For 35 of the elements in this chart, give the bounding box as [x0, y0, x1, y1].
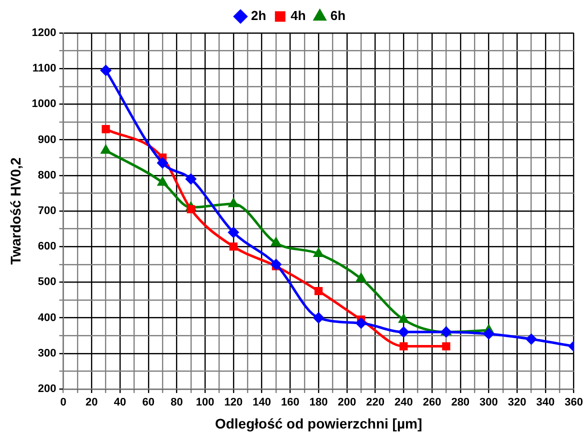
- legend-label: 4h: [290, 8, 306, 24]
- y-tick-label: 1100: [32, 62, 56, 75]
- x-axis-title: Odległość od powierzchni [µm]: [214, 415, 422, 432]
- x-tick-label: 220: [366, 396, 384, 409]
- y-tick-label: 300: [38, 347, 56, 360]
- x-tick-label: 200: [338, 396, 356, 409]
- y-tick-label: 700: [38, 205, 56, 218]
- legend-label: 6h: [330, 8, 346, 24]
- x-tick-label: 180: [309, 396, 328, 409]
- x-tick-label: 260: [422, 396, 442, 409]
- x-tick-label: 280: [451, 396, 470, 409]
- y-tick-label: 500: [38, 276, 56, 288]
- x-tick-label: 320: [508, 396, 526, 409]
- y-tick-label: 1000: [32, 98, 56, 110]
- x-tick-label: 120: [224, 396, 243, 409]
- x-tick-label: 0: [60, 396, 66, 409]
- legend-label: 2h: [250, 8, 266, 24]
- x-tick-label: 20: [86, 396, 98, 409]
- x-tick-label: 40: [114, 396, 126, 409]
- y-tick-label: 800: [38, 169, 56, 182]
- y-tick-label: 600: [38, 240, 56, 253]
- x-tick-label: 340: [536, 396, 555, 409]
- y-tick-label: 400: [38, 312, 56, 324]
- x-tick-label: 160: [281, 396, 300, 409]
- y-tick-label: 200: [38, 383, 56, 396]
- y-tick-label: 900: [38, 134, 56, 146]
- x-tick-label: 240: [394, 396, 413, 409]
- x-tick-label: 80: [170, 396, 183, 409]
- x-tick-label: 360: [564, 396, 584, 409]
- x-tick-label: 140: [252, 396, 271, 409]
- x-tick-label: 60: [142, 396, 154, 409]
- y-tick-label: 1200: [32, 27, 56, 40]
- y-axis-title: Twardość HV0,2: [7, 157, 24, 265]
- x-tick-label: 100: [196, 396, 214, 409]
- x-tick-label: 300: [480, 396, 498, 409]
